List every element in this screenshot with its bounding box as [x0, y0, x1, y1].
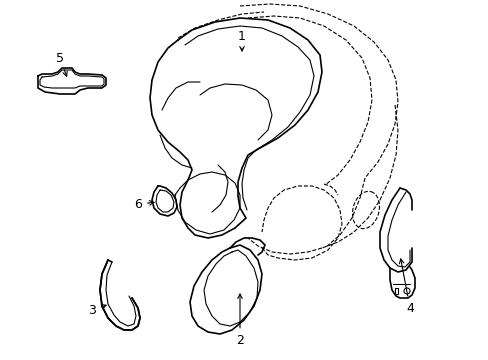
Text: 4: 4	[399, 259, 413, 315]
Text: 3: 3	[88, 303, 106, 316]
Text: 2: 2	[236, 294, 244, 346]
Text: 1: 1	[238, 30, 245, 51]
Text: 6: 6	[134, 198, 154, 211]
Text: 5: 5	[56, 51, 67, 76]
